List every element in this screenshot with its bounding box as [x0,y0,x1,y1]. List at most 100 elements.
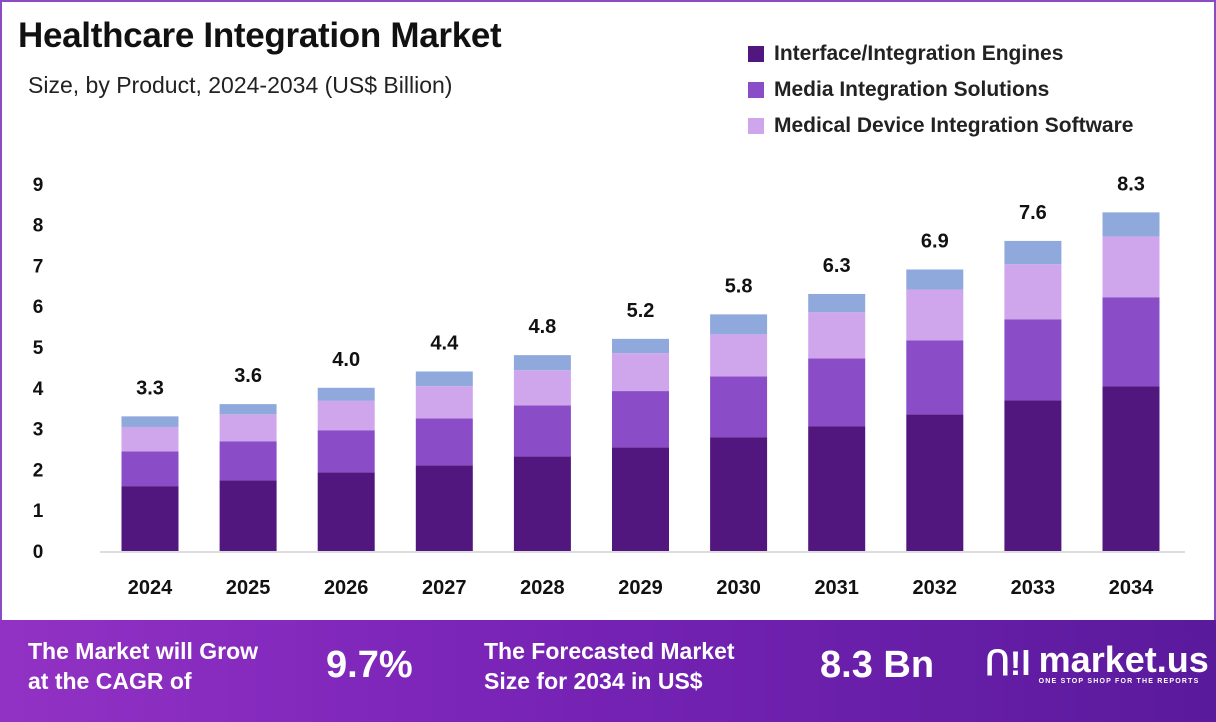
bar-segment-2 [121,426,179,452]
bar-segment-0 [317,472,375,551]
chart-subtitle: Size, by Product, 2024-2034 (US$ Billion… [28,72,453,98]
bar-segment-3 [612,338,669,354]
bar-segment-3 [808,293,866,313]
total-data-label: 8.3 [1117,173,1145,195]
bar-segment-2 [612,353,669,392]
y-tick-label: 4 [33,379,44,400]
bar-segment-1 [808,358,866,427]
bar-segment-2 [219,414,277,442]
bar-segment-3 [219,404,277,415]
x-tick-label: 2024 [128,577,173,599]
bar-segment-0 [808,426,866,551]
legend-label: Medical Device Integration Software [774,114,1134,137]
total-data-label: 4.4 [430,332,459,354]
bar-segment-0 [415,465,473,551]
legend-item-media-integration: Media Integration Solutions [748,72,1133,108]
bar-segment-0 [906,414,964,551]
brand-tagline: ONE STOP SHOP FOR THE REPORTS [1038,678,1200,685]
total-data-label: 4.0 [332,349,360,371]
bar-segment-2 [1102,236,1160,298]
total-data-label: 7.6 [1019,202,1047,224]
bar-segment-1 [1102,297,1160,387]
bar-segment-0 [513,456,571,551]
legend: Interface/Integration Engines Media Inte… [748,36,1133,144]
stacked-bar-chart: 0 1 2 3 4 5 6 7 8 9 3.3 2024 3.6 2025 4.0 2026 4.4 2027 4.… [33,173,1185,599]
bar-segment-0 [710,437,768,551]
chart-title: Healthcare Integration Market [18,16,502,55]
total-data-label: 5.8 [725,275,753,297]
total-data-label: 3.6 [234,365,262,387]
bar-segment-2 [415,386,473,419]
total-data-label: 6.9 [921,230,949,252]
bar-segment-0 [1102,386,1160,551]
bar-segment-3 [710,314,768,335]
bar-segment-3 [513,355,571,371]
y-tick-label: 1 [33,501,44,522]
y-tick-label: 0 [33,542,44,563]
bar-segment-1 [710,376,768,438]
y-tick-label: 6 [33,297,44,318]
bar-segment-2 [317,400,375,431]
cagr-label-line2: at the CAGR of [28,668,192,694]
bar-segment-0 [612,447,669,551]
bar-segment-1 [121,451,179,487]
forecast-value: 8.3 Bn [820,644,935,686]
forecast-label-line1: The Forecasted Market [484,638,735,664]
bar-segment-3 [1004,240,1062,265]
bar-segment-1 [612,391,669,448]
bar-segment-3 [1102,212,1160,237]
brand-logo: ᑎ!l market.us ONE STOP SHOP FOR THE REPOR… [985,642,1209,686]
bar-segment-2 [513,370,571,406]
y-tick-label: 9 [33,175,44,196]
total-data-label: 3.3 [136,377,164,399]
legend-item-medical-device: Medical Device Integration Software [748,108,1133,144]
legend-item-interface-engines: Interface/Integration Engines [748,36,1133,72]
logo-icon: ᑎ!l [985,644,1031,683]
y-tick-label: 3 [33,420,44,441]
bar-segment-3 [121,416,179,427]
legend-swatch [748,82,764,98]
bar-segment-2 [1004,264,1062,320]
x-tick-label: 2027 [422,577,467,599]
total-data-label: 4.8 [528,316,556,338]
bar-segment-2 [710,334,768,377]
legend-swatch [748,46,764,62]
legend-swatch [748,118,764,134]
bar-segment-1 [1004,319,1062,401]
forecast-label-line2: Size for 2034 in US$ [484,668,703,694]
y-tick-label: 7 [33,256,44,277]
footer-banner: The Market will Grow at the CAGR of 9.7% … [0,620,1216,722]
bar-segment-2 [906,289,964,341]
bar-segment-1 [317,430,375,473]
x-tick-label: 2031 [814,577,859,599]
forecast-label: The Forecasted Market Size for 2034 in US… [484,636,735,696]
total-data-label: 6.3 [823,255,851,277]
cagr-label-line1: The Market will Grow [28,638,259,664]
bar-segment-2 [808,312,866,359]
cagr-label: The Market will Grow at the CAGR of [28,636,258,696]
x-tick-label: 2029 [618,577,663,599]
cagr-value: 9.7% [326,644,413,686]
legend-label: Interface/Integration Engines [774,42,1064,65]
x-tick-label: 2028 [520,577,565,599]
bar-segment-0 [1004,400,1062,551]
legend-label: Media Integration Solutions [774,78,1050,101]
y-tick-label: 5 [33,338,44,359]
total-data-label: 5.2 [627,300,655,322]
x-tick-label: 2026 [324,577,369,599]
y-tick-label: 8 [33,216,44,237]
bar-segment-3 [317,387,375,401]
bar-segment-1 [415,418,473,466]
x-tick-label: 2025 [226,577,271,599]
y-tick-label: 2 [33,460,44,481]
bar-segment-1 [513,405,571,457]
bar-segment-0 [121,486,179,551]
bar-segment-1 [219,441,277,481]
bar-segment-3 [415,371,473,387]
x-tick-label: 2032 [913,577,958,599]
x-tick-label: 2030 [716,577,761,599]
bar-segment-0 [219,480,277,551]
bar-segment-1 [906,340,964,415]
x-tick-label: 2033 [1011,577,1056,599]
